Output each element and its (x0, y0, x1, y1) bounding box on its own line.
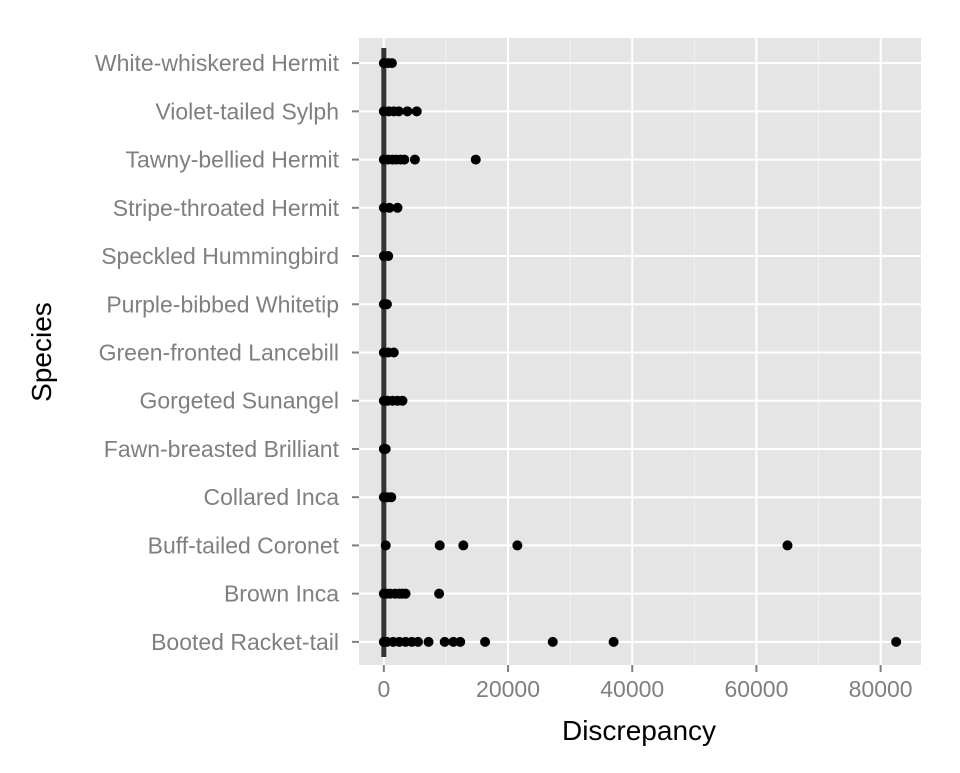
data-point (608, 636, 619, 647)
data-point (393, 106, 404, 117)
x-tick-label: 0 (377, 676, 390, 702)
data-point (547, 636, 558, 647)
y-tick-label: Collared Inca (203, 484, 339, 510)
x-tick-label: 60000 (724, 676, 788, 702)
data-point (402, 106, 413, 117)
data-point (384, 202, 395, 213)
data-point (891, 636, 902, 647)
data-point (400, 588, 411, 599)
x-tick-label: 20000 (476, 676, 540, 702)
data-point (392, 202, 403, 213)
y-axis: Booted Racket-tail Brown Inca Buff-tailed … (95, 50, 359, 655)
data-point (439, 636, 450, 647)
data-point (434, 588, 445, 599)
y-tick-label: Booted Racket-tail (151, 629, 339, 655)
y-tick-label: Gorgeted Sunangel (140, 388, 340, 414)
x-tick-label: 40000 (600, 676, 664, 702)
data-point (380, 443, 391, 454)
data-point (388, 347, 399, 358)
data-point (434, 540, 445, 551)
data-point (397, 395, 408, 406)
y-tick-label: Stripe-throated Hermit (113, 195, 340, 221)
data-point (423, 636, 434, 647)
y-tick-label: Green-fronted Lancebill (99, 340, 339, 366)
data-point (470, 154, 481, 165)
data-points (378, 58, 902, 647)
y-tick-label: Buff-tailed Coronet (148, 532, 340, 558)
data-point (455, 636, 466, 647)
data-point (381, 299, 392, 310)
y-tick-label: White-whiskered Hermit (95, 50, 340, 76)
y-tick-label: Fawn-breasted Brilliant (104, 436, 340, 462)
x-tick-label: 80000 (849, 676, 913, 702)
y-tick-label: Violet-tailed Sylph (155, 98, 339, 124)
y-tick-label: Tawny-bellied Hermit (126, 147, 340, 173)
data-point (386, 58, 397, 69)
data-point (412, 636, 423, 647)
data-point (399, 154, 410, 165)
data-point (448, 636, 459, 647)
data-point (386, 492, 397, 503)
data-point (409, 154, 420, 165)
data-point (380, 540, 391, 551)
x-axis-title: Discrepancy (562, 715, 716, 746)
data-point (782, 540, 793, 551)
y-tick-label: Speckled Hummingbird (101, 243, 339, 269)
y-axis-title: Species (26, 302, 57, 402)
data-point (480, 636, 491, 647)
y-tick-label: Brown Inca (224, 581, 339, 607)
x-axis: 0 20000 40000 60000 80000 (377, 665, 913, 702)
data-point (458, 540, 469, 551)
y-tick-label: Purple-bibbed Whitetip (106, 291, 339, 317)
data-point (512, 540, 523, 551)
data-point (383, 251, 394, 262)
data-point (411, 106, 422, 117)
grid-lines (359, 38, 921, 665)
